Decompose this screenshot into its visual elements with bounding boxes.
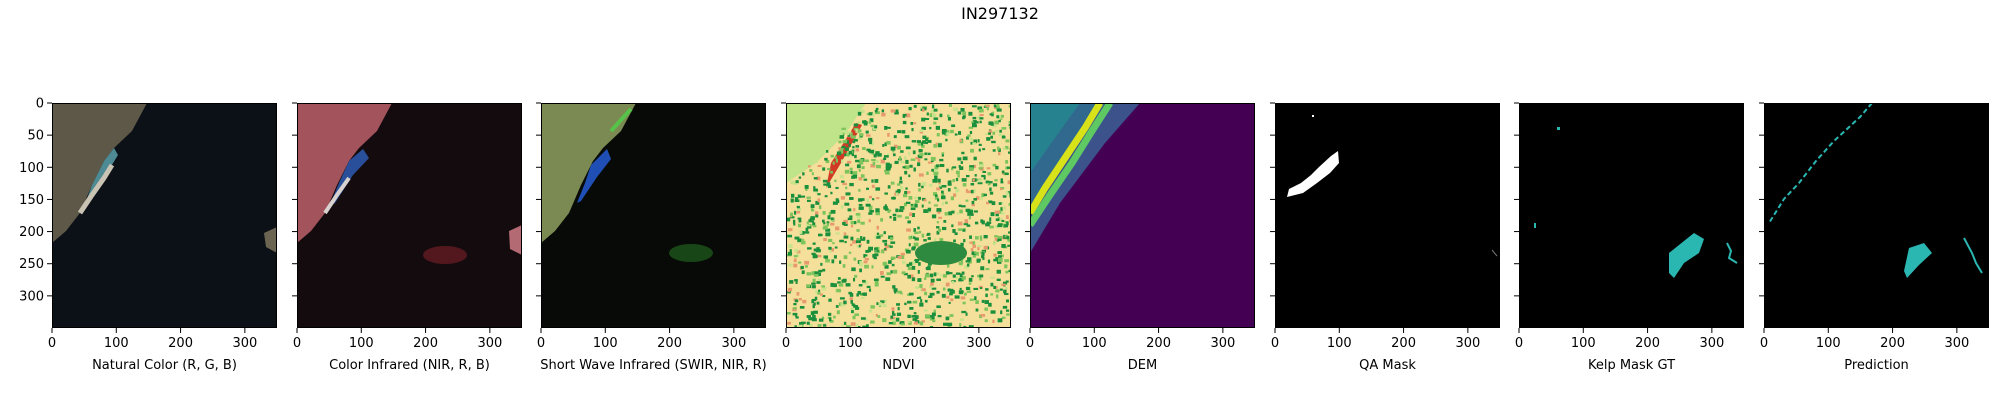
panel-image-natural [52,103,277,328]
panel-frame [1764,103,1989,328]
panel-label: Color Infrared (NIR, R, B) [329,358,490,373]
y-tick-label: 50 [27,129,44,144]
panel-gt: 0 100 200 300 Kelp Mask GT [1514,102,1744,373]
panel-frame [52,103,277,328]
panel-label: Short Wave Infrared (SWIR, NIR, R) [540,358,767,373]
x-tick-label: 200 [168,336,193,351]
panel-frame [541,103,766,328]
y-tick-label: 200 [19,225,44,240]
x-tick-label: 100 [1082,336,1107,351]
panel-frame [1030,103,1255,328]
x-tick-label: 300 [1210,336,1235,351]
x-tick-label: 200 [413,336,438,351]
x-tick-label: 300 [1944,336,1969,351]
x-tick-label: 0 [293,336,301,351]
panel-natural: 0 50 100 150 200 250 300 0 100 200 300 Natural Colo… [19,97,277,373]
panel-label: Natural Color (R, G, B) [92,358,237,373]
panel-frame [1519,103,1744,328]
x-tick-label: 300 [1699,336,1724,351]
panel-image-gt [1519,103,1744,328]
x-tick-label: 200 [1635,336,1660,351]
figure-title: IN297132 [961,4,1039,23]
x-tick-label: 300 [721,336,746,351]
panel-image-swir [541,103,766,328]
panel-label: Kelp Mask GT [1588,358,1675,373]
x-tick-label: 200 [1880,336,1905,351]
panel-frame [786,103,1011,328]
x-tick-label: 200 [902,336,927,351]
panel-label: DEM [1128,358,1157,373]
panel-label: NDVI [882,358,914,373]
y-tick-label: 150 [19,193,44,208]
y-tick-label: 300 [19,289,44,304]
x-tick-label: 0 [782,336,790,351]
panel-image-dem [1030,103,1255,328]
x-tick-label: 200 [1391,336,1416,351]
x-tick-label: 200 [657,336,682,351]
panel-pred: 0 100 200 300 Prediction [1759,102,1989,373]
x-tick-label: 100 [838,336,863,351]
panel-image-pred [1764,103,1989,328]
panel-qa: 0 100 200 300 QA Mask [1270,102,1500,373]
y-tick-label: 100 [19,161,44,176]
panel-image-infrared [297,103,522,328]
x-tick-label: 0 [1026,336,1034,351]
panel-image-ndvi [786,103,1011,328]
x-tick-label: 300 [477,336,502,351]
x-tick-label: 0 [537,336,545,351]
panel-dem: 0 100 200 300 DEM [1025,102,1255,373]
panel-image-qa [1275,103,1500,328]
x-tick-label: 300 [232,336,257,351]
panel-frame [297,103,522,328]
x-tick-label: 0 [1515,336,1523,351]
x-tick-label: 300 [1455,336,1480,351]
panel-swir: 0 100 200 300 Short Wave Infrared (SWIR, NIR… [536,102,767,373]
x-tick-label: 100 [1327,336,1352,351]
x-tick-label: 300 [966,336,991,351]
panel-ndvi: 0 100 200 300 NDVI [781,102,1011,373]
x-tick-label: 0 [48,336,56,351]
panel-label: Prediction [1844,358,1909,373]
x-tick-label: 0 [1760,336,1768,351]
x-tick-label: 100 [1571,336,1596,351]
y-tick-label: 0 [36,97,44,112]
panel-label: QA Mask [1359,358,1416,373]
panel-infrared: 0 100 200 300 Color Infrared (NIR, R, B) [292,102,522,373]
x-tick-label: 100 [349,336,374,351]
panel-frame [1275,103,1500,328]
x-tick-label: 100 [1816,336,1841,351]
x-tick-label: 200 [1146,336,1171,351]
x-tick-label: 0 [1271,336,1279,351]
x-tick-label: 100 [104,336,129,351]
x-tick-label: 100 [593,336,618,351]
y-tick-label: 250 [19,257,44,272]
